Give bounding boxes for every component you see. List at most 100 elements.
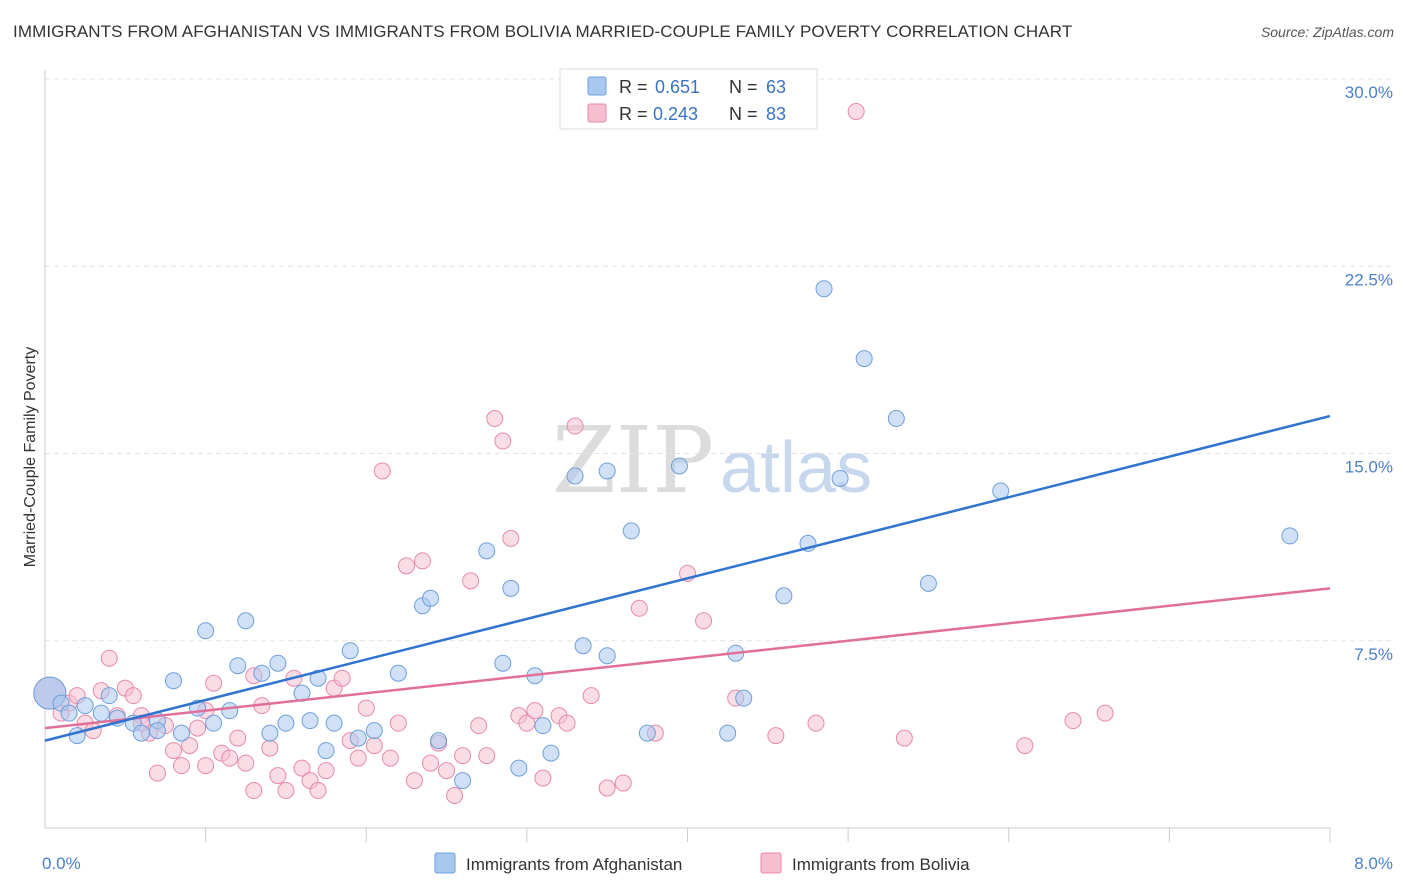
watermark: ZIP atlas: [552, 407, 872, 514]
afghanistan-point: [92, 704, 110, 722]
afghanistan-point: [430, 732, 448, 750]
bolivia-point: [486, 410, 504, 428]
bottom-legend: Immigrants from Afghanistan Immigrants f…: [434, 852, 970, 874]
bolivia-point: [357, 699, 375, 717]
afghanistan-point: [670, 457, 688, 475]
bolivia-point: [197, 757, 215, 775]
legend-n-label-afghanistan: N =: [729, 77, 758, 97]
bolivia-point: [148, 764, 166, 782]
afghanistan-point: [815, 280, 833, 298]
afghanistan-point: [735, 689, 753, 707]
bolivia-point: [124, 687, 142, 705]
legend-n-value-afghanistan: 63: [766, 77, 786, 97]
afghanistan-point: [148, 722, 166, 740]
afghanistan-point: [325, 714, 343, 732]
bolivia-point: [349, 749, 367, 767]
afghanistan-point: [622, 522, 640, 540]
legend-r-label-bolivia: R =: [619, 104, 648, 124]
bolivia-point: [269, 767, 287, 785]
gridlines: [45, 78, 1393, 642]
y-tick-label: 30.0%: [1345, 83, 1393, 102]
afghanistan-point: [598, 462, 616, 480]
bolivia-point: [895, 729, 913, 747]
bolivia-point: [462, 572, 480, 590]
bolivia-point: [413, 552, 431, 570]
afghanistan-point: [261, 724, 279, 742]
bolivia-point: [438, 762, 456, 780]
x-tick-marks: [205, 828, 1331, 842]
afghanistan-point: [719, 724, 737, 742]
source-credit: Source: ZipAtlas.com: [1260, 24, 1394, 40]
y-tick-labels: 7.5% 15.0% 22.5% 30.0%: [1345, 83, 1393, 664]
legend-n-value-bolivia: 83: [766, 104, 786, 124]
legend-box: R = 0.651 N = 63 R = 0.243 N = 83: [559, 68, 818, 130]
bolivia-point: [630, 599, 648, 617]
bolivia-point: [229, 729, 247, 747]
bolivia-point: [422, 754, 439, 772]
bolivia-point: [381, 749, 399, 767]
x-tick-label-min: 0.0%: [42, 854, 81, 873]
bolivia-point: [807, 714, 825, 732]
bolivia-point: [237, 754, 255, 772]
afghanistan-point: [887, 410, 905, 428]
bolivia-point: [534, 769, 552, 787]
afghanistan-point: [775, 587, 793, 605]
afghanistan-trend-line: [44, 414, 1331, 742]
bolivia-trend-line: [44, 587, 1331, 730]
afghanistan-point: [277, 714, 295, 732]
afghanistan-point: [1281, 527, 1299, 545]
afghanistan-point: [566, 467, 584, 485]
afghanistan-point: [253, 664, 271, 682]
afghanistan-point: [173, 724, 191, 742]
bolivia-point: [1096, 704, 1114, 722]
bolivia-point: [526, 702, 544, 720]
afghanistan-point: [855, 350, 873, 368]
afghanistan-point: [60, 704, 78, 722]
afghanistan-point: [534, 717, 552, 735]
bolivia-point: [566, 417, 584, 435]
legend-r-value-afghanistan: 0.651: [655, 77, 700, 97]
afghanistan-point: [349, 729, 367, 747]
bolivia-point: [373, 462, 391, 480]
bolivia-point: [767, 727, 785, 745]
x-tick-label-max: 8.0%: [1354, 854, 1393, 873]
bolivia-point: [470, 717, 488, 735]
bolivia-point: [397, 557, 415, 575]
legend-r-value-bolivia: 0.243: [653, 104, 698, 124]
bolivia-point: [245, 782, 263, 800]
bolivia-point: [277, 782, 295, 800]
afghanistan-point: [454, 772, 472, 790]
afghanistan-point: [574, 637, 592, 655]
afghanistan-point: [389, 664, 407, 682]
bolivia-point: [582, 687, 600, 705]
bolivia-point: [405, 772, 423, 790]
y-tick-label: 15.0%: [1345, 458, 1393, 477]
bolivia-point: [446, 787, 464, 805]
bolivia-point: [181, 737, 199, 755]
afghanistan-point: [221, 702, 239, 720]
afghanistan-point: [365, 722, 383, 740]
afghanistan-point: [165, 672, 182, 690]
bolivia-point: [293, 759, 311, 777]
bolivia-point: [389, 714, 407, 732]
afghanistan-point: [510, 759, 528, 777]
afghanistan-point: [197, 622, 215, 640]
bottom-legend-label-bolivia: Immigrants from Bolivia: [792, 855, 970, 874]
afghanistan-point: [229, 657, 247, 675]
afghanistan-point: [317, 742, 335, 760]
legend-r-label-afghanistan: R =: [619, 77, 648, 97]
bolivia-point: [558, 714, 576, 732]
afghanistan-point: [494, 654, 512, 672]
chart-title: IMMIGRANTS FROM AFGHANISTAN VS IMMIGRANT…: [13, 22, 1073, 41]
afghanistan-point: [76, 697, 94, 715]
bolivia-point: [614, 774, 632, 792]
afghanistan-point: [422, 589, 439, 607]
afghanistan-point: [638, 724, 656, 742]
bolivia-point: [494, 432, 512, 450]
bolivia-point: [847, 102, 865, 120]
legend-swatch-afghanistan: [587, 76, 607, 96]
afghanistan-point: [205, 714, 223, 732]
bolivia-point: [189, 719, 207, 737]
bolivia-point: [100, 649, 118, 667]
